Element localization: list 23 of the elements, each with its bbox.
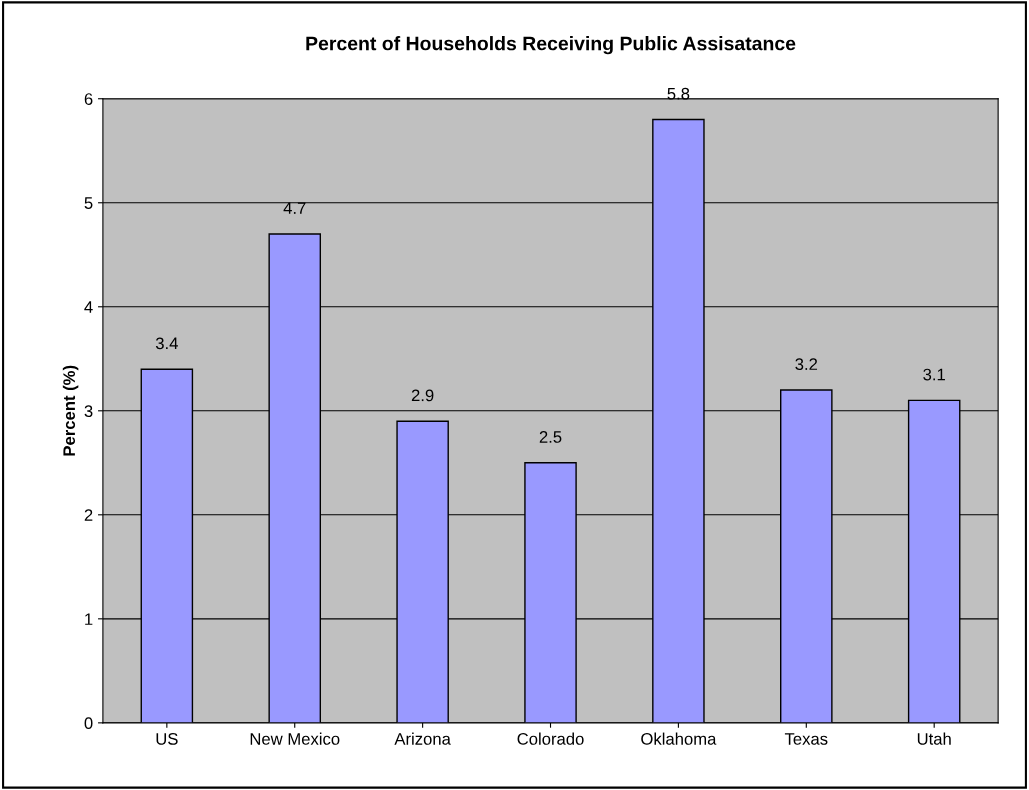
- x-tick-label: Texas: [784, 733, 828, 745]
- y-tick-label: 5: [84, 197, 93, 209]
- y-axis-title: Percent (%): [62, 365, 79, 456]
- x-tick-label: New Mexico: [250, 732, 340, 745]
- y-tick-label: 6: [84, 93, 93, 105]
- x-tick-label: US: [156, 733, 178, 745]
- x-tick-label: Arizona: [394, 732, 451, 745]
- y-tick-label: 3: [84, 405, 93, 417]
- data-label: 3.1: [923, 368, 945, 381]
- data-label: 4.7: [283, 202, 306, 214]
- x-tick-label: Colorado: [517, 732, 584, 745]
- data-label: 3.2: [795, 358, 818, 371]
- chart-title: Percent of Households Receiving Public Assisatance: [306, 36, 796, 55]
- data-label: 5.8: [667, 87, 690, 100]
- data-label: 3.4: [155, 337, 178, 350]
- y-tick-label: 2: [84, 509, 93, 521]
- data-label: 2.5: [539, 431, 562, 443]
- y-tick-label: 1: [85, 613, 93, 625]
- y-tick-label: 4: [84, 301, 93, 313]
- x-tick-label: Utah: [917, 732, 951, 745]
- x-tick-label: Oklahoma: [641, 732, 717, 745]
- y-tick-label: 0: [84, 717, 93, 730]
- data-label: 2.9: [411, 389, 434, 402]
